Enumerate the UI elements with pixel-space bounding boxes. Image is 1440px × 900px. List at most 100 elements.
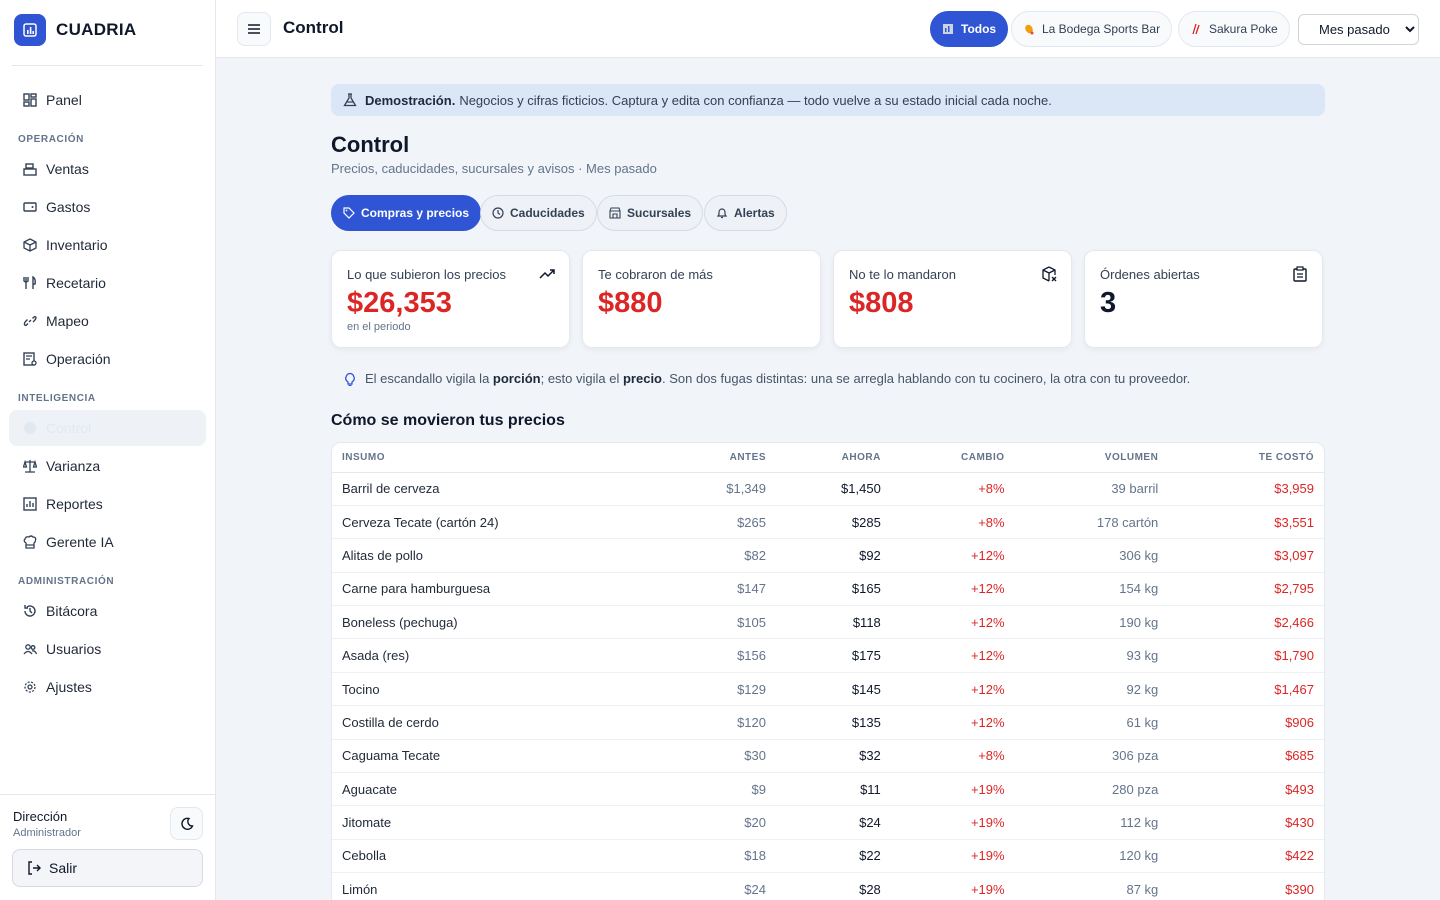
register-icon [22, 161, 38, 177]
table-row[interactable]: Asada (res) $156 $175 +12% 93 kg $1,790 [332, 638, 1324, 673]
table-cell-before: $129 [631, 672, 776, 707]
table-cell-volume: 112 kg [1014, 805, 1169, 840]
column-header[interactable]: TE COSTÓ [1168, 443, 1324, 473]
column-header[interactable]: INSUMO [332, 443, 632, 473]
table-cell-volume: 178 cartón [1014, 505, 1169, 540]
tip-part: . Son dos fugas distintas: una se arregl… [662, 371, 1191, 386]
utensils-icon [22, 275, 38, 291]
table-cell-before: $1,349 [631, 472, 776, 506]
chicken-wing-icon [1023, 23, 1035, 35]
sidebar: CUADRIA Panel OPERACIÓN Ventas Gastos In… [0, 0, 216, 900]
table-row[interactable]: Carne para hamburguesa $147 $165 +12% 154 kg… [332, 572, 1324, 607]
chip-la-bodega[interactable]: La Bodega Sports Bar [1011, 11, 1173, 47]
sidebar-item-label: Ventas [46, 161, 89, 177]
tip-part: El escandallo vigila la [365, 371, 490, 386]
sidebar-item-gerente-ia[interactable]: Gerente IA [9, 524, 206, 560]
table-row[interactable]: Alitas de pollo $82 $92 +12% 306 kg $3,097 [332, 538, 1324, 573]
logout-button[interactable]: Salir [12, 849, 203, 887]
table-cell-cost: $422 [1168, 839, 1324, 874]
column-header[interactable]: VOLUMEN [1014, 443, 1169, 473]
table-row[interactable]: Caguama Tecate $30 $32 +8% 306 pza $685 [332, 739, 1324, 774]
card-label: No te lo mandaron [849, 267, 956, 282]
sidebar-item-reportes[interactable]: Reportes [9, 486, 206, 522]
brand-logo-icon [14, 14, 46, 46]
table-cell-change: +12% [890, 538, 1015, 573]
sidebar-item-control[interactable]: Control [9, 410, 206, 446]
sidebar-item-mapeo[interactable]: Mapeo [9, 303, 206, 339]
table-cell-cost: $390 [1168, 872, 1324, 900]
table-cell-volume: 120 kg [1014, 839, 1169, 874]
card-value: $26,353 [347, 287, 452, 319]
card-value: 3 [1100, 287, 1117, 319]
table-cell-item: Limón [332, 872, 632, 900]
table-row[interactable]: Jitomate $20 $24 +19% 112 kg $430 [332, 805, 1324, 840]
sidebar-item-varianza[interactable]: Varianza [9, 448, 206, 484]
brand-divider [12, 65, 203, 66]
kpi-card-price-increase: Lo que subieron los precios $26,353 en e… [331, 250, 570, 348]
chip-sakura-poke[interactable]: Sakura Poke [1178, 11, 1290, 47]
table-row[interactable]: Cerveza Tecate (cartón 24) $265 $285 +8% 178… [332, 505, 1324, 540]
menu-button[interactable] [237, 12, 271, 46]
table-cell-volume: 39 barril [1014, 472, 1169, 506]
tab-compras-precios[interactable]: Compras y precios [331, 195, 482, 231]
column-header[interactable]: ANTES [631, 443, 776, 473]
sidebar-item-ajustes[interactable]: Ajustes [9, 669, 206, 705]
chef-hat-icon [22, 534, 38, 550]
sidebar-item-inventario[interactable]: Inventario [9, 227, 206, 263]
link-icon [22, 313, 38, 329]
tab-caducidades[interactable]: Caducidades [480, 195, 597, 231]
table-row[interactable]: Boneless (pechuga) $105 $118 +12% 190 kg $2,4… [332, 605, 1324, 640]
price-table: INSUMO ANTES AHORA CAMBIO VOLUMEN TE COS… [331, 442, 1325, 900]
table-row[interactable]: Costilla de cerdo $120 $135 +12% 61 kg $906 [332, 705, 1324, 740]
table-cell-now: $165 [776, 572, 891, 607]
sidebar-item-ventas[interactable]: Ventas [9, 151, 206, 187]
tip-bold: porción [492, 371, 541, 386]
kpi-card-not-delivered: No te lo mandaron $808 [833, 250, 1072, 348]
sidebar-item-operacion[interactable]: Operación [9, 341, 206, 377]
brand[interactable]: CUADRIA [0, 0, 215, 60]
table-cell-change: +8% [890, 739, 1015, 774]
chip-todos[interactable]: Todos [930, 11, 1009, 47]
sidebar-item-recetario[interactable]: Recetario [9, 265, 206, 301]
table-cell-item: Caguama Tecate [332, 739, 632, 774]
table-cell-before: $265 [631, 505, 776, 540]
table-cell-now: $118 [776, 605, 891, 640]
tab-alertas[interactable]: Alertas [704, 195, 787, 231]
table-cell-volume: 92 kg [1014, 672, 1169, 707]
table-row[interactable]: Barril de cerveza $1,349 $1,450 +8% 39 barri… [332, 472, 1324, 506]
topbar: Control Todos La Bodega Sports Bar Sakur… [216, 0, 1440, 58]
table-cell-now: $1,450 [776, 472, 891, 506]
tip-text: El escandallo vigila la porción; esto vi… [343, 371, 1190, 386]
moon-icon [180, 817, 194, 831]
logout-label: Salir [49, 860, 78, 876]
hamburger-icon [247, 23, 261, 35]
table-cell-item: Carne para hamburguesa [332, 572, 632, 607]
table-row[interactable]: Limón $24 $28 +19% 87 kg $390 [332, 872, 1324, 900]
tab-label: Caducidades [510, 206, 585, 220]
sidebar-item-gastos[interactable]: Gastos [9, 189, 206, 225]
column-header[interactable]: AHORA [776, 443, 891, 473]
table-cell-before: $18 [631, 839, 776, 874]
table-cell-volume: 87 kg [1014, 872, 1169, 900]
table-row[interactable]: Aguacate $9 $11 +19% 280 pza $493 [332, 772, 1324, 807]
sidebar-item-panel[interactable]: Panel [9, 82, 206, 118]
table-cell-cost: $3,097 [1168, 538, 1324, 573]
table-cell-change: +19% [890, 839, 1015, 874]
column-header[interactable]: CAMBIO [890, 443, 1015, 473]
sidebar-item-usuarios[interactable]: Usuarios [9, 631, 206, 667]
table-cell-before: $105 [631, 605, 776, 640]
table-row[interactable]: Tocino $129 $145 +12% 92 kg $1,467 [332, 672, 1324, 707]
table-row[interactable]: Cebolla $18 $22 +19% 120 kg $422 [332, 839, 1324, 874]
sidebar-item-bitacora[interactable]: Bitácora [9, 593, 206, 629]
chip-label: Sakura Poke [1209, 22, 1278, 36]
table-cell-item: Jitomate [332, 805, 632, 840]
period-select[interactable]: Mes pasado [1298, 14, 1419, 45]
table-cell-now: $28 [776, 872, 891, 900]
theme-toggle-button[interactable] [170, 807, 203, 840]
table-cell-volume: 190 kg [1014, 605, 1169, 640]
tab-sucursales[interactable]: Sucursales [597, 195, 704, 231]
scale-icon [22, 458, 38, 474]
user-name: Dirección [13, 809, 68, 824]
table-cell-now: $285 [776, 505, 891, 540]
sidebar-item-label: Gastos [46, 199, 91, 215]
